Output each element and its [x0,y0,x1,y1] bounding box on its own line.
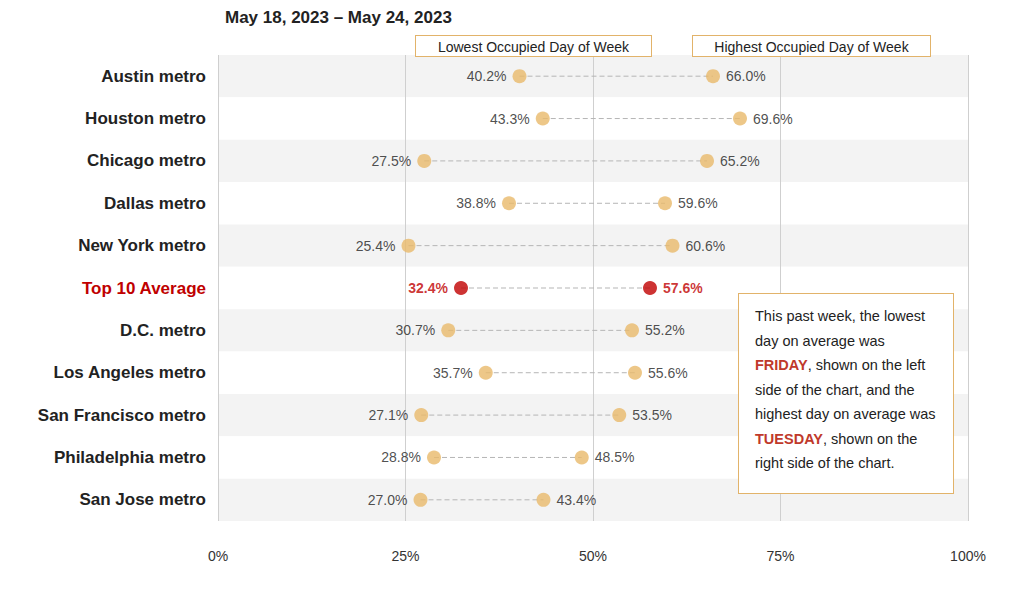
svg-text:57.6%: 57.6% [663,280,703,296]
svg-text:48.5%: 48.5% [595,449,635,465]
svg-text:25.4%: 25.4% [356,238,396,254]
html-text:TUESDAY, shown on the right si: TUESDAY, shown on the right side of the … [755,430,918,471]
html-text:Highest Occupied Day of Week: Highest Occupied Day of Week [714,39,909,55]
svg-text:Top 10 Average: Top 10 Average [82,279,206,298]
svg-text:27.0%: 27.0% [368,492,408,508]
svg-text:San Francisco metro: San Francisco metro [38,406,206,425]
svg-text:55.2%: 55.2% [645,322,685,338]
svg-text:Austin metro: Austin metro [101,67,206,86]
svg-text:69.6%: 69.6% [753,111,793,127]
svg-text:50%: 50% [579,548,607,564]
svg-text:May 18, 2023 – May 24, 2023: May 18, 2023 – May 24, 2023 [225,8,452,27]
svg-text:30.7%: 30.7% [396,322,436,338]
svg-text:27.5%: 27.5% [372,153,412,169]
svg-text:27.1%: 27.1% [369,407,409,423]
svg-text:66.0%: 66.0% [726,68,766,84]
html-text:This past week, the lowest day: This past week, the lowest day on averag… [755,308,926,349]
svg-text:D.C. metro: D.C. metro [120,321,206,340]
svg-text:Philadelphia metro: Philadelphia metro [54,448,206,467]
svg-text:Chicago metro: Chicago metro [87,151,206,170]
svg-text:43.3%: 43.3% [490,111,530,127]
html-text:FRIDAY, shown on the left side: FRIDAY, shown on the left side of the ch… [755,357,936,422]
svg-text:28.8%: 28.8% [381,449,421,465]
html-text:Lowest Occupied Day of Week: Lowest Occupied Day of Week [437,39,630,55]
svg-text:Dallas metro: Dallas metro [104,194,206,213]
svg-text:75%: 75% [766,548,794,564]
svg-text:59.6%: 59.6% [678,195,718,211]
svg-text:43.4%: 43.4% [557,492,597,508]
svg-text:San Jose metro: San Jose metro [79,490,206,509]
svg-text:New York metro: New York metro [78,236,206,255]
svg-text:53.5%: 53.5% [632,407,672,423]
svg-text:Houston metro: Houston metro [85,109,206,128]
svg-text:100%: 100% [950,548,986,564]
svg-text:60.6%: 60.6% [686,238,726,254]
svg-text:25%: 25% [391,548,419,564]
svg-text:0%: 0% [208,548,228,564]
svg-text:65.2%: 65.2% [720,153,760,169]
svg-text:Los Angeles metro: Los Angeles metro [54,363,206,382]
svg-text:35.7%: 35.7% [433,365,473,381]
svg-text:32.4%: 32.4% [408,280,448,296]
svg-text:40.2%: 40.2% [467,68,507,84]
svg-text:55.6%: 55.6% [648,365,688,381]
svg-text:38.8%: 38.8% [456,195,496,211]
